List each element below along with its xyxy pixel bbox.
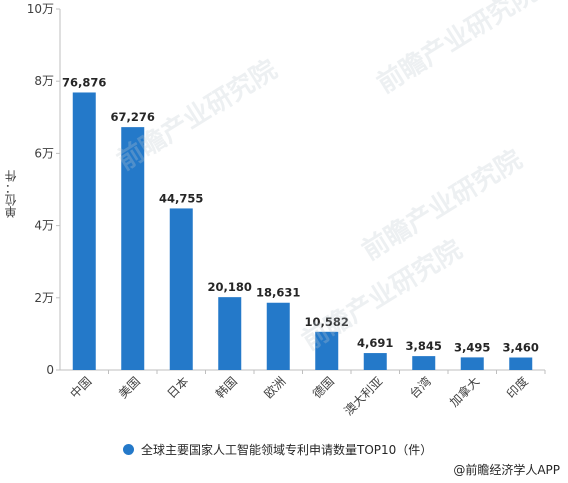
- bar: [460, 357, 484, 370]
- y-tick-label: 6万: [34, 146, 54, 160]
- x-tick-label: 美国: [116, 374, 143, 401]
- y-tick-label: 2万: [34, 291, 54, 305]
- x-tick-label: 德国: [309, 374, 337, 402]
- x-tick-label: 加拿大: [446, 374, 482, 410]
- legend-swatch: [123, 443, 134, 455]
- data-label: 18,631: [256, 286, 300, 300]
- x-tick-label: 日本: [164, 374, 191, 401]
- x-tick-label: 台湾: [406, 374, 434, 402]
- data-label: 3,495: [454, 340, 490, 354]
- x-tick-label: 韩国: [212, 374, 240, 402]
- y-tick-label: 0: [46, 363, 54, 377]
- legend: 全球主要国家人工智能领域专利申请数量TOP10（件）: [123, 441, 432, 457]
- data-label: 67,276: [111, 110, 155, 124]
- legend-label: 全球主要国家人工智能领域专利申请数量TOP10（件）: [141, 442, 433, 457]
- bar: [169, 208, 193, 370]
- y-tick-label: 4万: [34, 219, 54, 233]
- x-tick-label: 印度: [503, 374, 531, 402]
- y-tick-label: 10万: [27, 2, 54, 16]
- x-tick-label: 欧洲: [261, 374, 288, 401]
- x-tick-label: 中国: [67, 374, 95, 402]
- bar: [266, 302, 290, 370]
- y-tick-label: 8万: [34, 74, 54, 88]
- bar: [363, 353, 387, 370]
- data-label: 76,876: [62, 75, 106, 89]
- data-label: 3,845: [406, 339, 442, 353]
- bar: [412, 356, 436, 370]
- y-axis-label: 单位：件: [4, 170, 18, 218]
- data-label: 3,460: [503, 341, 539, 355]
- bar: [121, 127, 145, 370]
- data-label: 10,582: [305, 315, 349, 329]
- source-credit: @前瞻经济学人APP: [453, 463, 560, 477]
- data-label: 20,180: [208, 280, 252, 294]
- data-label: 44,755: [159, 191, 203, 205]
- bar: [218, 297, 242, 370]
- x-tick-label: 澳大利亚: [342, 374, 386, 418]
- bar: [509, 357, 533, 370]
- data-label: 4,691: [357, 336, 393, 350]
- bar: [315, 331, 339, 370]
- bar: [72, 92, 96, 371]
